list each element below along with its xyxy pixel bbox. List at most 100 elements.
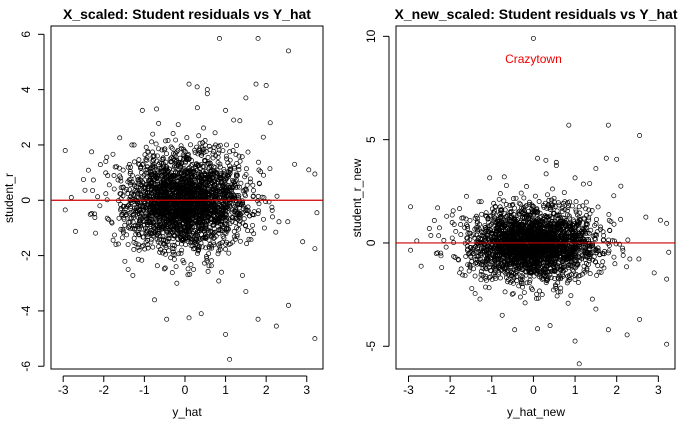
data-point	[191, 266, 196, 272]
data-point	[128, 194, 133, 200]
data-point	[206, 263, 212, 269]
data-point	[306, 167, 312, 173]
data-point	[490, 245, 496, 251]
data-point	[596, 269, 602, 275]
y-tick-label: -6	[19, 361, 33, 372]
data-point	[588, 227, 594, 233]
data-point	[125, 224, 131, 230]
data-point	[523, 203, 529, 209]
data-point	[220, 188, 226, 193]
data-point	[573, 261, 579, 267]
left-y-axis-label: student_r	[2, 173, 16, 223]
data-point	[501, 198, 507, 204]
data-point	[135, 224, 141, 230]
data-point	[474, 259, 479, 265]
data-point	[207, 147, 213, 152]
data-point	[165, 233, 171, 239]
data-point	[560, 215, 566, 221]
data-point	[589, 207, 595, 213]
data-point	[174, 174, 180, 180]
data-point	[550, 215, 556, 221]
data-point	[155, 239, 161, 245]
data-point	[223, 188, 229, 193]
data-point	[233, 152, 239, 158]
data-point	[138, 177, 144, 183]
data-point	[144, 206, 150, 212]
data-point	[520, 214, 526, 220]
data-point	[575, 237, 581, 242]
data-point	[223, 177, 229, 183]
data-point	[286, 48, 291, 54]
data-point	[177, 169, 183, 175]
data-point	[126, 161, 132, 167]
data-point	[175, 192, 181, 198]
data-point	[612, 261, 618, 267]
data-point	[204, 91, 210, 97]
data-point	[174, 212, 180, 218]
data-point	[163, 243, 169, 249]
data-point	[112, 232, 117, 238]
data-point	[180, 217, 186, 223]
data-point	[154, 224, 160, 230]
data-point	[226, 250, 232, 256]
data-point	[168, 255, 174, 261]
data-point	[255, 211, 261, 217]
data-point	[244, 241, 250, 247]
data-point	[120, 226, 126, 232]
data-point	[113, 242, 119, 247]
data-point	[529, 206, 535, 212]
data-point	[189, 173, 195, 179]
data-point	[186, 81, 192, 87]
data-point	[489, 206, 495, 212]
data-point	[555, 223, 561, 229]
data-point	[202, 158, 208, 164]
data-point	[460, 215, 466, 221]
data-point	[141, 184, 147, 190]
data-point	[212, 182, 218, 188]
data-point	[205, 230, 211, 235]
data-point	[212, 130, 218, 136]
data-point	[180, 192, 186, 198]
data-point	[593, 259, 599, 265]
data-point	[145, 184, 151, 190]
data-point	[203, 206, 209, 212]
data-point	[181, 155, 187, 161]
data-point	[226, 185, 232, 191]
data-point	[188, 262, 194, 268]
data-point	[435, 250, 441, 256]
data-point	[200, 212, 206, 218]
data-point	[502, 221, 508, 227]
data-point	[160, 215, 166, 221]
data-point	[611, 254, 617, 260]
data-point	[175, 190, 181, 196]
data-point	[93, 230, 98, 236]
data-point	[580, 229, 586, 235]
data-point	[132, 159, 137, 165]
data-point	[135, 256, 141, 262]
data-point	[256, 159, 261, 165]
data-point	[139, 257, 145, 263]
data-point	[155, 202, 161, 208]
data-point	[503, 183, 509, 188]
data-point	[204, 255, 210, 261]
data-point	[492, 273, 498, 279]
data-point	[243, 95, 249, 101]
data-point	[227, 163, 232, 169]
data-point	[551, 268, 557, 274]
data-point	[143, 157, 149, 162]
data-point	[162, 198, 167, 204]
data-point	[165, 168, 170, 174]
data-point	[236, 226, 242, 232]
data-point	[169, 145, 175, 151]
data-point	[465, 246, 471, 252]
data-point	[518, 190, 524, 196]
data-point	[197, 140, 203, 146]
data-point	[516, 200, 522, 206]
data-point	[233, 173, 239, 179]
data-point	[82, 187, 88, 193]
data-point	[215, 204, 221, 210]
data-point	[467, 217, 473, 223]
data-point	[482, 235, 488, 241]
data-point	[133, 241, 139, 246]
data-point	[166, 185, 172, 191]
